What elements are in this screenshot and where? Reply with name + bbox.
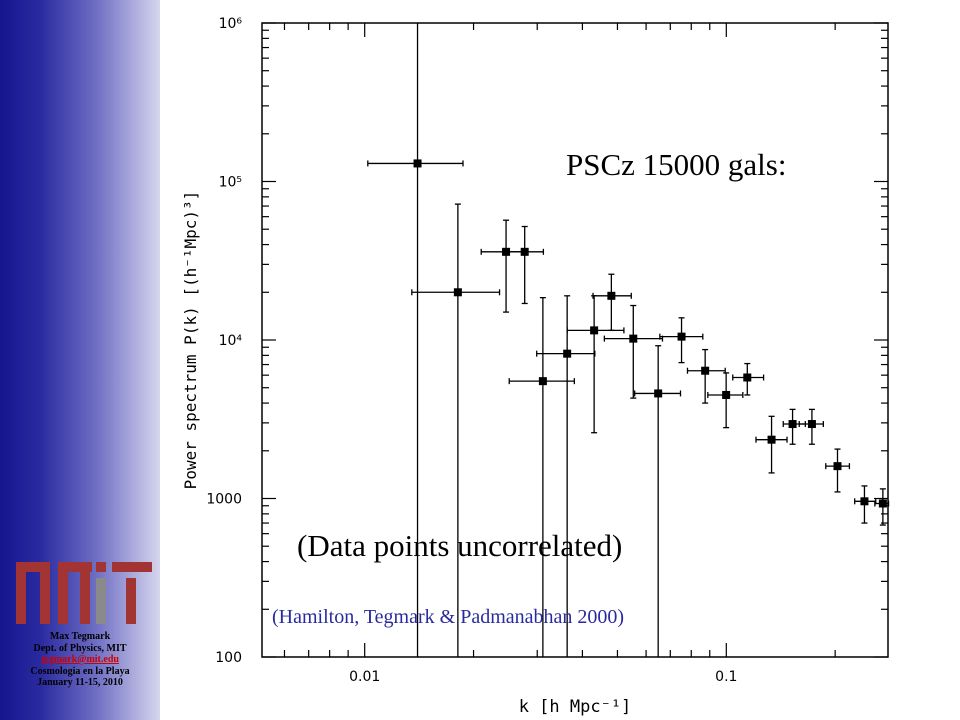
data-point bbox=[659, 317, 704, 364]
point-marker bbox=[520, 247, 529, 256]
point-marker bbox=[654, 389, 663, 398]
author-credits: Max Tegmark Dept. of Physics, MIT tegmar… bbox=[0, 631, 160, 689]
x-tick-label: 0.1 bbox=[715, 669, 737, 685]
point-marker bbox=[502, 247, 511, 256]
point-marker bbox=[701, 366, 710, 375]
data-point bbox=[507, 225, 545, 305]
point-marker bbox=[743, 373, 752, 382]
data-point bbox=[825, 448, 851, 493]
point-marker bbox=[538, 377, 547, 386]
dataset-annotation: PSCz 15000 gals: bbox=[566, 147, 787, 182]
author-email-link[interactable]: tegmark@mit.edu bbox=[41, 654, 119, 665]
data-point bbox=[798, 408, 824, 445]
point-marker bbox=[590, 326, 599, 335]
data-point bbox=[732, 362, 765, 396]
point-marker bbox=[833, 462, 842, 471]
point-marker bbox=[807, 420, 816, 429]
data-point bbox=[854, 485, 877, 524]
data-point bbox=[566, 295, 625, 434]
data-point bbox=[634, 345, 682, 657]
data-point bbox=[536, 295, 596, 657]
point-marker bbox=[607, 291, 616, 300]
point-marker bbox=[767, 435, 776, 444]
data-point bbox=[686, 348, 726, 404]
point-marker bbox=[788, 420, 797, 429]
x-axis-label: k [h Mpc⁻¹] bbox=[519, 697, 632, 717]
y-axis-label: Power spectrum P(k) [(h⁻¹Mpc)³] bbox=[181, 191, 200, 490]
point-marker bbox=[677, 332, 686, 341]
point-marker bbox=[629, 334, 638, 343]
y-tick-label: 10⁵ bbox=[219, 175, 242, 191]
point-marker bbox=[860, 497, 869, 506]
y-tick-label: 100 bbox=[215, 650, 242, 666]
data-point bbox=[508, 297, 576, 657]
data-point bbox=[592, 273, 632, 332]
y-tick-label: 1000 bbox=[206, 492, 242, 508]
point-marker bbox=[722, 390, 731, 399]
event-name: Cosmologia en la Playa bbox=[30, 665, 130, 677]
y-tick-label: 10⁴ bbox=[219, 333, 243, 349]
x-tick-label: 0.01 bbox=[349, 669, 380, 685]
point-marker bbox=[453, 288, 462, 297]
data-point bbox=[480, 219, 523, 313]
event-dates: January 11-15, 2010 bbox=[37, 677, 123, 688]
author-name: Max Tegmark bbox=[49, 631, 111, 642]
data-point bbox=[707, 372, 744, 429]
data-point bbox=[874, 488, 890, 526]
point-marker bbox=[878, 499, 887, 508]
point-marker bbox=[413, 159, 422, 168]
data-point bbox=[603, 304, 664, 399]
data-point bbox=[367, 23, 464, 657]
y-tick-label: 10⁶ bbox=[219, 16, 243, 32]
uncorrelated-note: (Data points uncorrelated) bbox=[297, 528, 623, 563]
mit-logo bbox=[16, 562, 152, 624]
point-marker bbox=[563, 349, 572, 358]
data-point bbox=[411, 203, 501, 657]
power-spectrum-chart: 0.01 0.1 100 1000 10⁴ 10⁵ 10⁶ k [h Mpc⁻¹] Power … bbox=[181, 16, 890, 717]
data-point bbox=[755, 415, 788, 474]
author-dept: Dept. of Physics, MIT bbox=[33, 642, 127, 654]
reference-citation: (Hamilton, Tegmark & Padmanabhan 2000) bbox=[272, 606, 625, 628]
